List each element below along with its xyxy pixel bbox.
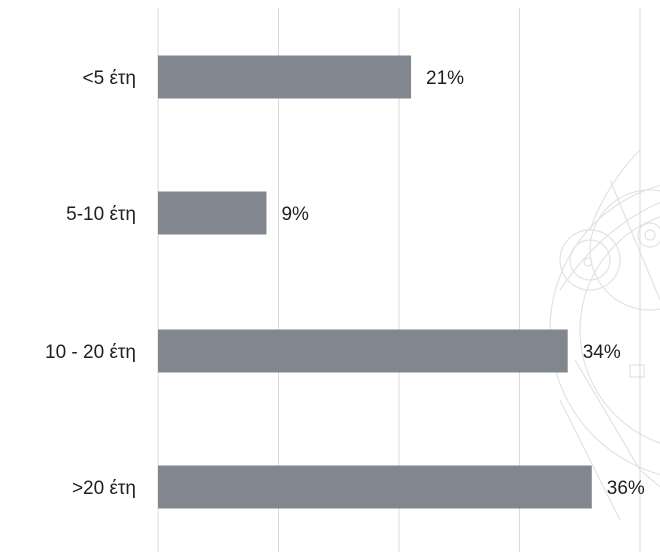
category-label-3: 10 - 20 έτη xyxy=(45,342,136,363)
bar-4 xyxy=(158,465,592,509)
bar-2 xyxy=(158,191,267,235)
category-label-4: >20 έτη xyxy=(72,478,136,499)
category-label-2: 5-10 έτη xyxy=(66,204,136,225)
data-label-1: 21% xyxy=(426,68,464,89)
bars xyxy=(158,55,592,509)
bar-1 xyxy=(158,55,412,99)
data-label-3: 34% xyxy=(583,342,621,363)
bar-3 xyxy=(158,329,568,373)
category-label-1: <5 έτη xyxy=(83,68,136,89)
gridlines xyxy=(157,8,641,552)
data-label-2: 9% xyxy=(281,204,309,225)
data-label-4: 36% xyxy=(607,478,645,499)
labels: <5 έτη 21% 5-10 έτη 9% 10 - 20 έτη 34% >20 έτη… xyxy=(45,68,645,499)
